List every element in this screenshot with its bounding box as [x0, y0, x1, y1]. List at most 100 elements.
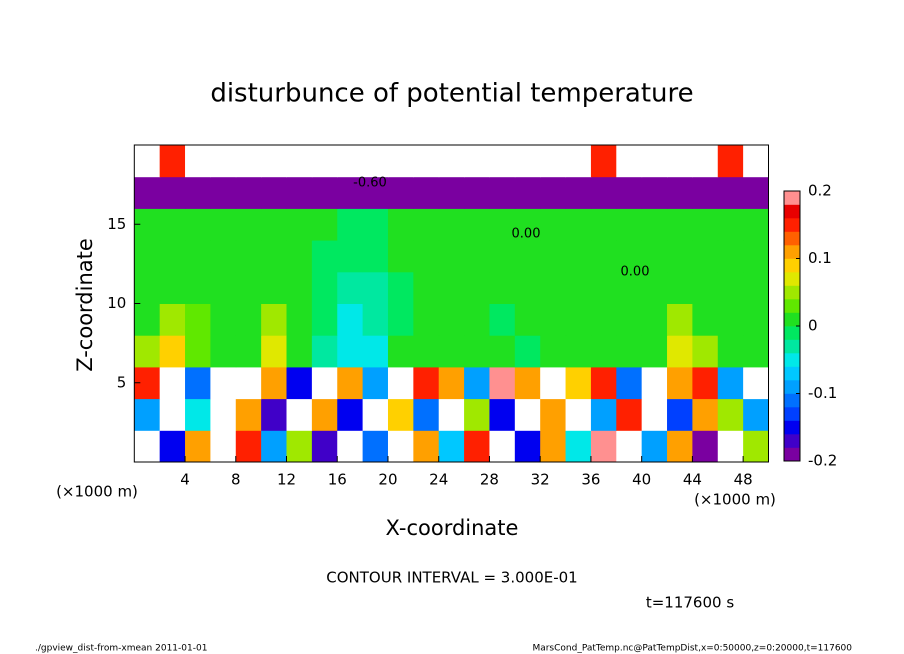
cell — [387, 366, 414, 400]
cell — [362, 430, 389, 463]
cell — [261, 335, 288, 368]
cell — [311, 335, 338, 368]
cell — [413, 145, 440, 178]
cell — [514, 398, 541, 431]
cell — [311, 145, 338, 178]
cell — [210, 271, 237, 304]
cell — [438, 208, 465, 241]
cell — [438, 240, 465, 273]
contour-label: 0.00 — [512, 227, 541, 242]
contour-note: CONTOUR INTERVAL = 3.000E-01 — [326, 569, 577, 587]
x-tick-label: 24 — [429, 471, 448, 489]
cell — [717, 271, 744, 304]
cell — [311, 208, 338, 241]
cell — [489, 303, 516, 336]
colorbar-swatch — [784, 339, 800, 354]
cell — [464, 398, 490, 431]
cell — [540, 335, 567, 368]
cell — [616, 398, 643, 431]
x-tick-label: 32 — [531, 471, 550, 489]
x-tick-label: 44 — [683, 471, 702, 489]
cell — [590, 335, 617, 368]
cell — [311, 398, 338, 431]
cell — [286, 145, 313, 178]
cell — [185, 271, 211, 304]
cell — [337, 366, 364, 400]
cell — [311, 430, 338, 463]
cell — [185, 430, 211, 463]
cell — [210, 240, 237, 273]
cell — [464, 366, 490, 400]
cell — [641, 398, 668, 431]
cell — [616, 430, 643, 463]
cell — [565, 303, 592, 336]
colorbar-tick-label: 0 — [808, 317, 818, 335]
cell — [185, 303, 211, 336]
cell — [489, 271, 516, 304]
cell — [159, 335, 186, 368]
cell — [743, 208, 769, 241]
cell — [185, 176, 211, 209]
x-unit: (×1000 m) — [694, 491, 776, 509]
colorbar-swatch — [784, 326, 800, 340]
cell — [590, 208, 617, 241]
cell — [387, 176, 414, 209]
colorbar-swatch — [784, 420, 800, 435]
cell — [717, 176, 744, 209]
cell — [362, 335, 389, 368]
cell — [235, 430, 262, 463]
cell — [743, 398, 769, 431]
heatmap — [134, 145, 769, 463]
cell — [337, 145, 364, 178]
cell — [387, 335, 414, 368]
cell — [717, 398, 744, 431]
cell — [565, 366, 592, 400]
cell — [641, 240, 668, 273]
cell — [413, 398, 440, 431]
cell — [717, 366, 744, 400]
cell — [464, 145, 490, 178]
cell — [692, 335, 719, 368]
cell — [387, 271, 414, 304]
cell — [540, 176, 567, 209]
cell — [134, 303, 161, 336]
cell — [159, 430, 186, 463]
cell — [159, 145, 186, 178]
colorbar-tick-label: 0.2 — [808, 182, 832, 200]
colorbar-swatch — [784, 447, 800, 462]
cell — [743, 240, 769, 273]
cell — [337, 398, 364, 431]
cell — [387, 303, 414, 336]
cell — [337, 430, 364, 463]
cell — [235, 366, 262, 400]
colorbar-swatch — [784, 366, 800, 381]
cell — [337, 176, 364, 209]
cell — [387, 208, 414, 241]
cell — [185, 398, 211, 431]
cell — [514, 145, 541, 178]
cell — [438, 335, 465, 368]
cell — [362, 398, 389, 431]
cell — [692, 208, 719, 241]
cell — [692, 271, 719, 304]
cell — [413, 176, 440, 209]
cell — [387, 240, 414, 273]
cell — [514, 303, 541, 336]
cell — [667, 398, 693, 431]
cell — [489, 430, 516, 463]
y-tick-label: 15 — [107, 215, 126, 233]
cell — [337, 303, 364, 336]
cell — [464, 335, 490, 368]
cell — [286, 303, 313, 336]
cell — [387, 145, 414, 178]
cell — [387, 430, 414, 463]
cell — [743, 176, 769, 209]
cell — [540, 271, 567, 304]
contour-label: 0.00 — [621, 265, 650, 280]
cell — [311, 303, 338, 336]
cell — [134, 145, 161, 178]
y-axis-label: Z-coordinate — [73, 238, 97, 372]
cell — [438, 176, 465, 209]
cell — [667, 176, 693, 209]
cell — [210, 176, 237, 209]
